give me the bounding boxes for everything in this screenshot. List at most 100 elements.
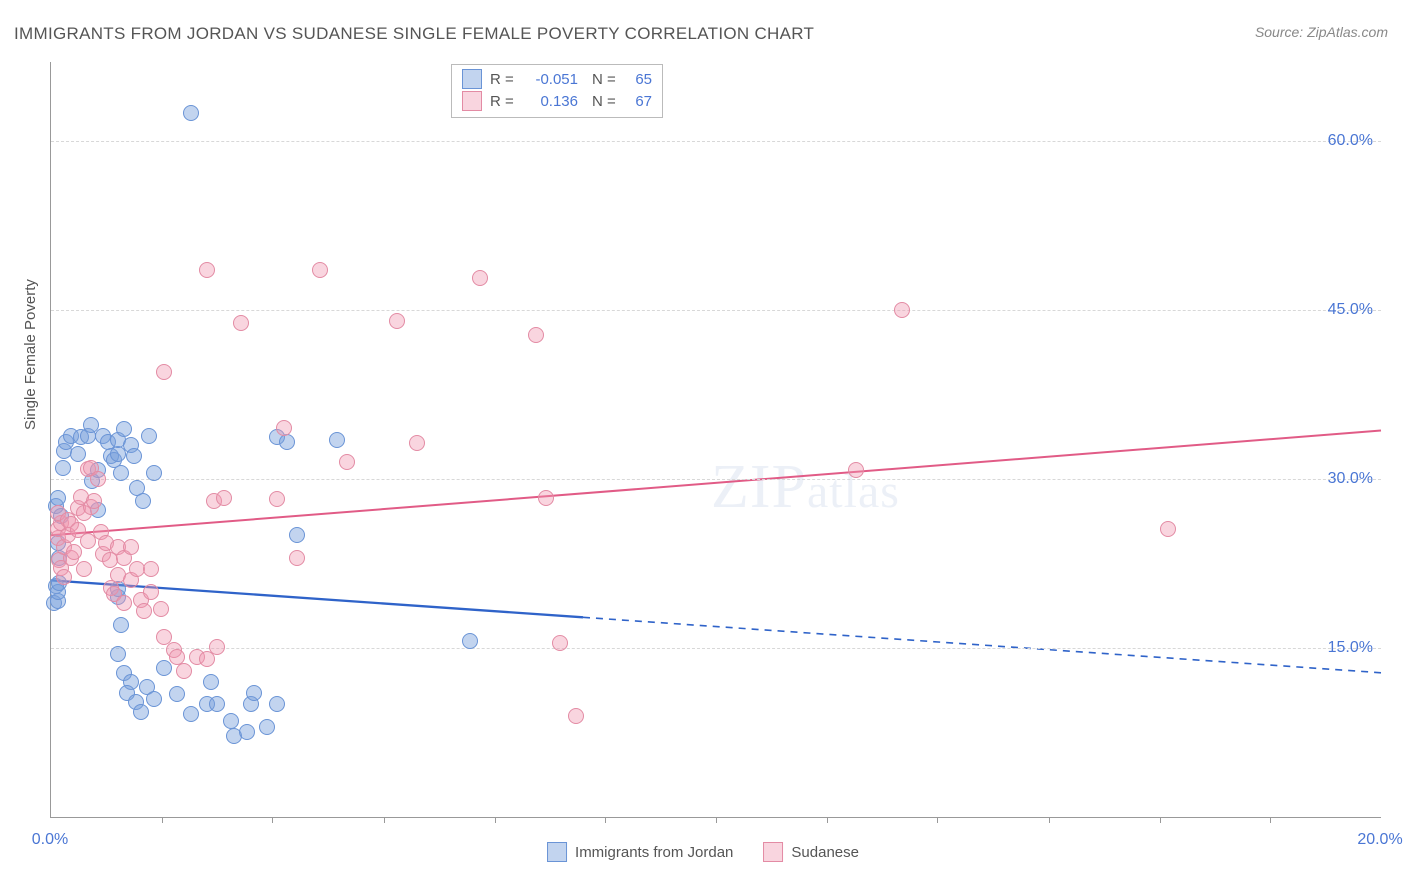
data-point-jordan bbox=[156, 660, 172, 676]
x-axis-start-label: 0.0% bbox=[32, 831, 68, 849]
data-point-sudanese bbox=[123, 539, 139, 555]
gridline bbox=[51, 141, 1381, 142]
data-point-jordan bbox=[113, 465, 129, 481]
data-point-jordan bbox=[141, 428, 157, 444]
data-point-sudanese bbox=[136, 603, 152, 619]
trend-line-sudanese bbox=[51, 430, 1381, 535]
data-point-sudanese bbox=[339, 454, 355, 470]
legend-r-value-sudanese: 0.136 bbox=[522, 93, 578, 110]
data-point-jordan bbox=[279, 434, 295, 450]
y-axis-label: Single Female Poverty bbox=[22, 279, 39, 430]
gridline bbox=[51, 648, 1381, 649]
data-point-jordan bbox=[126, 448, 142, 464]
data-point-sudanese bbox=[538, 490, 554, 506]
data-point-sudanese bbox=[143, 561, 159, 577]
data-point-sudanese bbox=[312, 262, 328, 278]
gridline bbox=[51, 310, 1381, 311]
x-axis-end-label: 20.0% bbox=[1357, 831, 1402, 849]
data-point-sudanese bbox=[848, 462, 864, 478]
data-point-jordan bbox=[50, 490, 66, 506]
legend-r-label: R = bbox=[490, 71, 514, 88]
x-tick bbox=[716, 817, 717, 823]
data-point-sudanese bbox=[102, 552, 118, 568]
data-point-sudanese bbox=[389, 313, 405, 329]
data-point-jordan bbox=[289, 527, 305, 543]
data-point-jordan bbox=[110, 646, 126, 662]
chart-title: IMMIGRANTS FROM JORDAN VS SUDANESE SINGL… bbox=[14, 24, 814, 44]
data-point-jordan bbox=[116, 421, 132, 437]
data-point-jordan bbox=[135, 493, 151, 509]
legend-r-label: R = bbox=[490, 93, 514, 110]
x-tick bbox=[1160, 817, 1161, 823]
data-point-sudanese bbox=[66, 544, 82, 560]
legend-item-jordan: Immigrants from Jordan bbox=[547, 842, 733, 862]
data-point-sudanese bbox=[289, 550, 305, 566]
legend-n-label: N = bbox=[592, 71, 616, 88]
legend-swatch-sudanese bbox=[462, 91, 482, 111]
data-point-sudanese bbox=[894, 302, 910, 318]
data-point-jordan bbox=[203, 674, 219, 690]
data-point-jordan bbox=[183, 105, 199, 121]
x-tick bbox=[827, 817, 828, 823]
data-point-jordan bbox=[133, 704, 149, 720]
data-point-sudanese bbox=[90, 471, 106, 487]
data-point-sudanese bbox=[153, 601, 169, 617]
y-tick-label: 30.0% bbox=[1328, 470, 1383, 488]
data-point-sudanese bbox=[1160, 521, 1176, 537]
data-point-sudanese bbox=[216, 490, 232, 506]
trend-line-dashed-jordan bbox=[583, 617, 1381, 672]
data-point-sudanese bbox=[409, 435, 425, 451]
x-tick bbox=[937, 817, 938, 823]
data-point-jordan bbox=[246, 685, 262, 701]
data-point-sudanese bbox=[568, 708, 584, 724]
y-tick-label: 45.0% bbox=[1328, 301, 1383, 319]
gridline bbox=[51, 479, 1381, 480]
data-point-jordan bbox=[209, 696, 225, 712]
data-point-sudanese bbox=[528, 327, 544, 343]
legend-n-value-jordan: 65 bbox=[624, 71, 652, 88]
data-point-jordan bbox=[70, 446, 86, 462]
legend-stats: R = -0.051 N = 65 R = 0.136 N = 67 bbox=[451, 64, 663, 118]
chart-container: IMMIGRANTS FROM JORDAN VS SUDANESE SINGL… bbox=[0, 0, 1406, 892]
plot-area: ZIPatlas R = -0.051 N = 65 R = 0.136 N =… bbox=[50, 62, 1381, 818]
x-tick bbox=[605, 817, 606, 823]
data-point-sudanese bbox=[156, 364, 172, 380]
data-point-jordan bbox=[169, 686, 185, 702]
data-point-jordan bbox=[146, 465, 162, 481]
data-point-sudanese bbox=[269, 491, 285, 507]
y-tick-label: 60.0% bbox=[1328, 132, 1383, 150]
legend-item-sudanese: Sudanese bbox=[763, 842, 859, 862]
data-point-jordan bbox=[239, 724, 255, 740]
x-tick bbox=[272, 817, 273, 823]
x-tick bbox=[1270, 817, 1271, 823]
watermark-zip: ZIP bbox=[711, 453, 807, 521]
data-point-sudanese bbox=[56, 569, 72, 585]
x-tick bbox=[1049, 817, 1050, 823]
data-point-sudanese bbox=[209, 639, 225, 655]
legend-swatch-jordan bbox=[547, 842, 567, 862]
legend-swatch-sudanese bbox=[763, 842, 783, 862]
data-point-sudanese bbox=[176, 663, 192, 679]
data-point-sudanese bbox=[552, 635, 568, 651]
data-point-jordan bbox=[462, 633, 478, 649]
data-point-sudanese bbox=[76, 561, 92, 577]
data-point-jordan bbox=[113, 617, 129, 633]
data-point-sudanese bbox=[233, 315, 249, 331]
data-point-jordan bbox=[223, 713, 239, 729]
data-point-sudanese bbox=[472, 270, 488, 286]
x-tick bbox=[384, 817, 385, 823]
data-point-jordan bbox=[329, 432, 345, 448]
x-tick bbox=[162, 817, 163, 823]
legend-bottom: Immigrants from Jordan Sudanese bbox=[547, 842, 859, 862]
data-point-sudanese bbox=[276, 420, 292, 436]
data-point-sudanese bbox=[116, 595, 132, 611]
data-point-jordan bbox=[146, 691, 162, 707]
data-point-jordan bbox=[259, 719, 275, 735]
data-point-sudanese bbox=[143, 584, 159, 600]
legend-swatch-jordan bbox=[462, 69, 482, 89]
watermark: ZIPatlas bbox=[711, 452, 900, 523]
legend-stats-row-jordan: R = -0.051 N = 65 bbox=[462, 68, 652, 90]
data-point-jordan bbox=[269, 696, 285, 712]
data-point-sudanese bbox=[86, 493, 102, 509]
legend-label-jordan: Immigrants from Jordan bbox=[575, 844, 733, 861]
